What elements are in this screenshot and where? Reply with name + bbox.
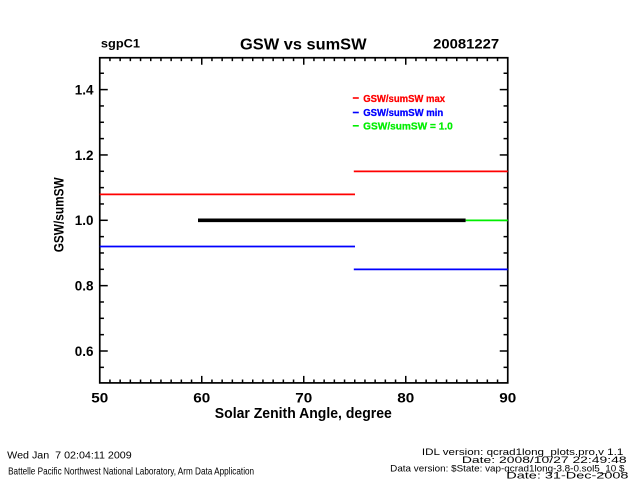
svg-text:1.2: 1.2 (75, 147, 94, 163)
svg-text:IDL version: qcrad1long_plots.: IDL version: qcrad1long_plots.pro,v 1.1 (422, 447, 623, 458)
svg-text:60: 60 (193, 390, 210, 406)
svg-text:80: 80 (397, 390, 414, 406)
svg-text:Date: 2008/10/27 22:49:48: Date: 2008/10/27 22:49:48 (462, 455, 627, 466)
svg-text:90: 90 (499, 390, 516, 406)
svg-text:GSW/sumSW max: GSW/sumSW max (363, 94, 445, 105)
svg-text:1.4: 1.4 (75, 81, 94, 97)
svg-text:Date: 31-Dec-2008: Date: 31-Dec-2008 (506, 470, 628, 480)
svg-text:70: 70 (295, 390, 312, 406)
svg-text:Wed Jan 7 02:04:11 2009: Wed Jan 7 02:04:11 2009 (7, 451, 132, 462)
svg-text:GSW/sumSW: GSW/sumSW (52, 177, 67, 252)
svg-text:Battelle Pacific Northwest Nat: Battelle Pacific Northwest National Labo… (8, 467, 254, 478)
svg-text:sgpC1: sgpC1 (101, 37, 140, 51)
svg-text:GSW/sumSW = 1.0: GSW/sumSW = 1.0 (363, 121, 453, 132)
svg-text:GSW vs sumSW: GSW vs sumSW (240, 37, 367, 54)
svg-text:0.8: 0.8 (75, 277, 94, 293)
svg-text:0.6: 0.6 (75, 343, 94, 359)
svg-text:Solar Zenith Angle, degree: Solar Zenith Angle, degree (215, 405, 392, 422)
svg-text:50: 50 (91, 390, 108, 406)
svg-text:20081227: 20081227 (433, 36, 499, 52)
svg-text:1.0: 1.0 (75, 212, 94, 228)
svg-text:GSW/sumSW min: GSW/sumSW min (363, 108, 443, 119)
svg-text:Data version: $State: vap-qcra: Data version: $State: vap-qcrad1long-3.8… (390, 463, 625, 474)
